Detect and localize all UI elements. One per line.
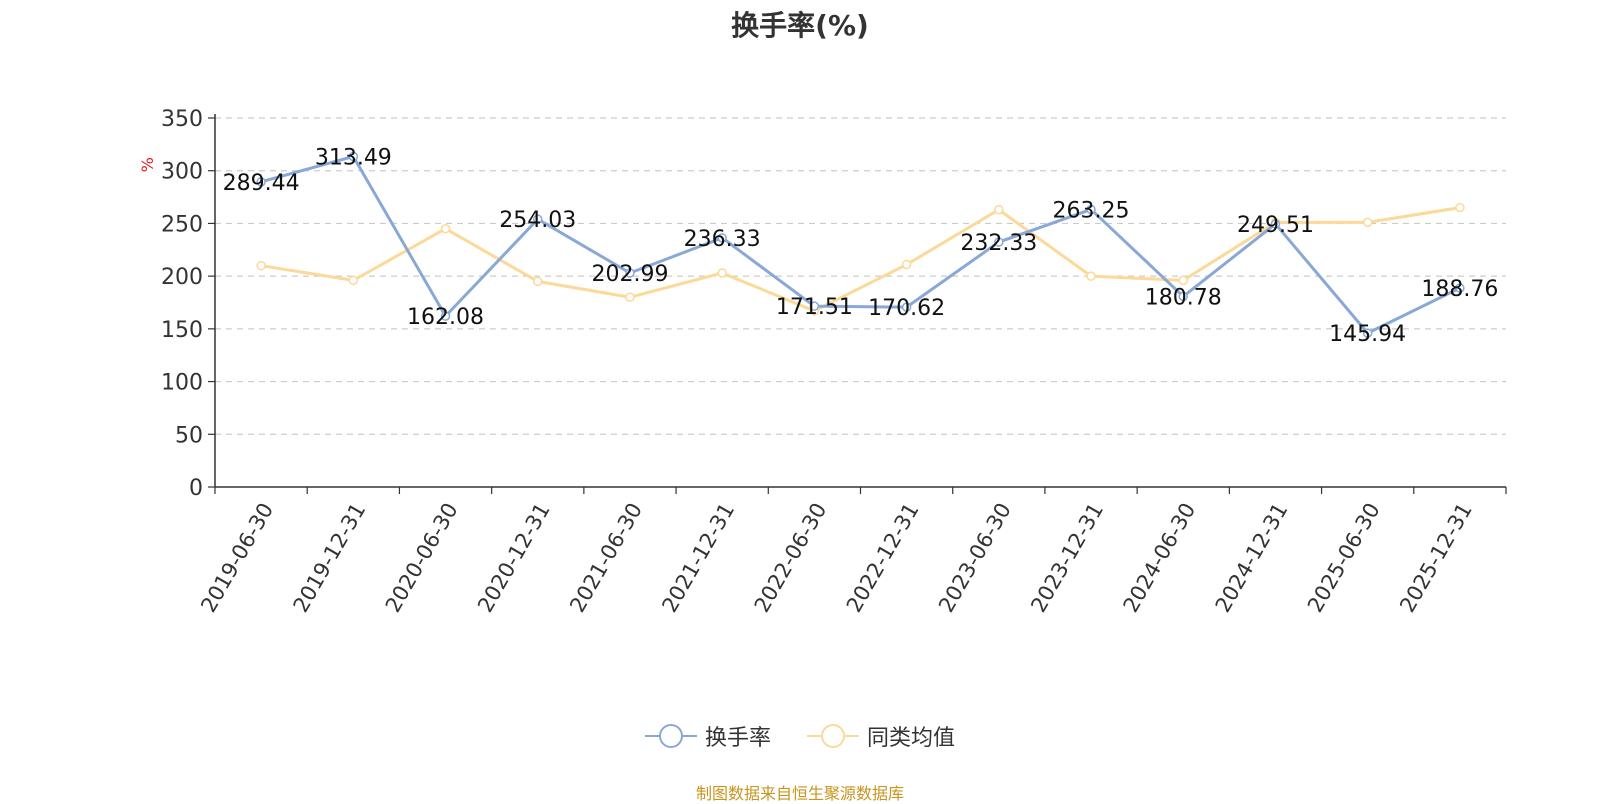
data-point-1 xyxy=(625,292,635,302)
data-point-1 xyxy=(533,276,543,287)
x-tick-label: 2025-06-30 xyxy=(1303,499,1385,617)
x-tick-label: 2023-12-31 xyxy=(1026,499,1108,617)
legend-label-turnover: 换手率 xyxy=(704,726,771,751)
y-tick-label-100: 100 xyxy=(161,371,203,396)
data-point-0 xyxy=(994,237,1004,247)
data-label: 289.44 xyxy=(223,171,300,196)
legend-item-turnover[interactable]: 换手率 xyxy=(644,720,771,752)
series-line-1 xyxy=(260,206,1461,313)
legend-swatch-peer-average-icon xyxy=(807,724,859,748)
y-tick-label-150: 150 xyxy=(161,318,203,343)
y-tick-label-200: 200 xyxy=(161,265,203,290)
series-lines xyxy=(256,151,1465,338)
data-point-1 xyxy=(256,260,266,271)
plot-area: 0 50 100 150 200 250 300 350 2019-06-30 2019-12-3… xyxy=(138,107,1507,617)
legend-label-peer-average: 同类均值 xyxy=(867,726,956,751)
data-label: 180.78 xyxy=(1145,285,1222,310)
data-point-1 xyxy=(1178,275,1188,286)
data-point-0 xyxy=(1178,291,1188,302)
chart-title: 换手率(%) xyxy=(731,9,869,42)
x-tick-label: 2020-06-30 xyxy=(381,499,463,617)
y-axis-unit-label: % xyxy=(138,157,157,172)
y-tick-label-300: 300 xyxy=(161,160,203,185)
legend-item-peer-average[interactable]: 同类均值 xyxy=(807,720,955,752)
data-point-1 xyxy=(1455,202,1465,213)
data-label: 202.99 xyxy=(591,262,668,287)
data-label: 232.33 xyxy=(960,231,1037,256)
legend: 换手率 同类均值 xyxy=(0,720,1600,752)
data-label: 188.76 xyxy=(1421,277,1498,302)
data-label: 145.94 xyxy=(1329,322,1406,347)
data-labels: 289.44 313.49 162.08 254.03 202.99 236.33 171.… xyxy=(223,145,1499,347)
data-label: 170.62 xyxy=(868,296,945,321)
x-tick-label: 2022-12-31 xyxy=(842,499,924,617)
x-tick-label: 2021-06-30 xyxy=(565,499,647,617)
x-tick-label: 2020-12-31 xyxy=(473,499,555,617)
data-point-0 xyxy=(625,268,635,278)
x-tick-label: 2023-06-30 xyxy=(934,499,1016,617)
data-label: 254.03 xyxy=(499,208,576,233)
y-tick-label-50: 50 xyxy=(175,423,203,448)
data-point-0 xyxy=(901,302,912,312)
y-tick-label-250: 250 xyxy=(161,212,203,237)
data-point-1 xyxy=(348,275,359,286)
data-point-1 xyxy=(901,259,912,270)
x-tick-label: 2021-12-31 xyxy=(657,499,739,617)
data-point-0 xyxy=(348,151,359,162)
data-point-0 xyxy=(1270,219,1281,229)
data-label: 313.49 xyxy=(315,145,392,170)
source-note: 制图数据来自恒生聚源数据库 xyxy=(695,784,904,803)
data-point-1 xyxy=(994,204,1004,215)
data-point-0 xyxy=(256,177,266,187)
x-tick-label: 2019-12-31 xyxy=(289,499,371,617)
x-tick-label: 2024-12-31 xyxy=(1211,499,1293,617)
data-label: 249.51 xyxy=(1237,213,1314,238)
grid-lines xyxy=(215,117,1506,435)
data-point-0 xyxy=(809,301,820,311)
series-line-0 xyxy=(260,154,1461,335)
x-tick-label: 2022-06-30 xyxy=(750,499,832,617)
data-point-0 xyxy=(533,214,543,224)
x-tick-label: 2025-12-31 xyxy=(1395,499,1477,617)
data-point-1 xyxy=(1362,217,1373,228)
data-point-1 xyxy=(1086,271,1096,281)
y-tick-label-0: 0 xyxy=(189,476,203,501)
x-tick-label: 2024-06-30 xyxy=(1119,499,1201,617)
data-point-0 xyxy=(1086,204,1096,215)
data-label: 263.25 xyxy=(1053,198,1130,223)
axes: 0 50 100 150 200 250 300 350 2019-06-30 2019-12-3… xyxy=(161,107,1507,617)
data-point-0 xyxy=(717,233,727,243)
data-point-0 xyxy=(1455,283,1465,293)
data-point-0 xyxy=(440,311,451,321)
data-point-1 xyxy=(440,223,451,234)
y-tick-label-350: 350 xyxy=(161,107,203,132)
data-point-1 xyxy=(717,268,727,278)
data-label: 171.51 xyxy=(776,295,853,320)
data-label: 236.33 xyxy=(684,227,761,252)
data-point-0 xyxy=(1362,328,1373,338)
legend-swatch-turnover-icon xyxy=(644,724,697,748)
x-tick-label: 2019-06-30 xyxy=(196,499,278,617)
data-label: 162.08 xyxy=(407,305,484,330)
